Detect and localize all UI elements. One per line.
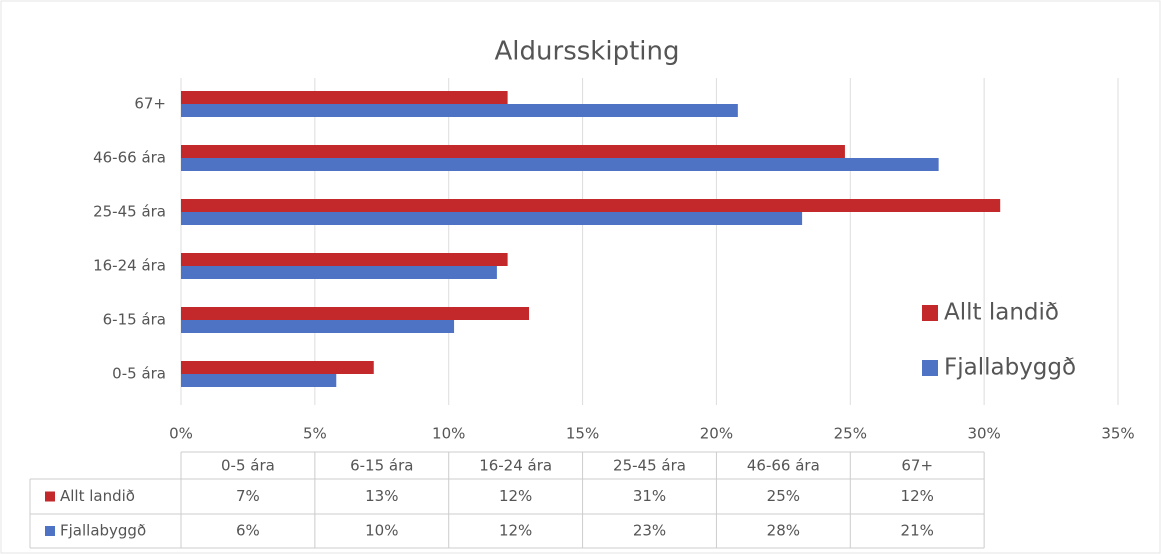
y-tick-label: 25-45 ára <box>93 203 166 221</box>
bar <box>181 307 530 320</box>
x-tick-label: 5% <box>303 425 327 443</box>
table-cell: 25% <box>767 487 800 505</box>
legend-swatch <box>922 305 938 321</box>
table-row-label: Fjallabyggð <box>60 522 146 540</box>
x-tick-label: 30% <box>967 425 1000 443</box>
table-cell: 12% <box>901 487 934 505</box>
x-tick-label: 15% <box>566 425 599 443</box>
table-header: 16-24 ára <box>479 457 552 475</box>
table-header: 25-45 ára <box>613 457 686 475</box>
bar <box>181 361 374 374</box>
x-tick-label: 35% <box>1101 425 1134 443</box>
table-row-label: Allt landið <box>60 487 135 505</box>
x-tick-label: 25% <box>834 425 867 443</box>
x-tick-label: 10% <box>432 425 465 443</box>
table-cell: 10% <box>365 522 398 540</box>
table-cell: 23% <box>633 522 666 540</box>
bar <box>181 266 497 279</box>
legend-label: Allt landið <box>944 300 1059 326</box>
y-tick-label: 0-5 ára <box>112 365 166 383</box>
table-cell: 6% <box>236 522 260 540</box>
bar <box>181 253 508 266</box>
table-cell: 31% <box>633 487 666 505</box>
x-tick-label: 0% <box>169 425 193 443</box>
legend-swatch <box>922 360 938 376</box>
table-cell: 21% <box>901 522 934 540</box>
chart-title: Aldursskipting <box>495 37 680 67</box>
table-cell: 12% <box>499 522 532 540</box>
table-cell: 13% <box>365 487 398 505</box>
table-header: 6-15 ára <box>350 457 413 475</box>
y-tick-label: 16-24 ára <box>93 257 166 275</box>
bar <box>181 199 1001 212</box>
y-tick-label: 6-15 ára <box>103 311 166 329</box>
table-header: 67+ <box>901 457 933 475</box>
table-legend-swatch <box>45 526 55 536</box>
y-tick-label: 67+ <box>134 95 166 113</box>
table-cell: 7% <box>236 487 260 505</box>
table-header: 46-66 ára <box>747 457 820 475</box>
bar <box>181 212 803 225</box>
bar <box>181 158 939 171</box>
table-header: 0-5 ára <box>221 457 275 475</box>
bar <box>181 104 738 117</box>
y-tick-label: 46-66 ára <box>93 149 166 167</box>
legend-label: Fjallabyggð <box>944 355 1076 381</box>
bar <box>181 91 508 104</box>
bar <box>181 145 845 158</box>
table-cell: 12% <box>499 487 532 505</box>
bar <box>181 374 337 387</box>
bar <box>181 320 455 333</box>
x-tick-label: 20% <box>700 425 733 443</box>
table-legend-swatch <box>45 491 55 502</box>
table-cell: 28% <box>767 522 800 540</box>
